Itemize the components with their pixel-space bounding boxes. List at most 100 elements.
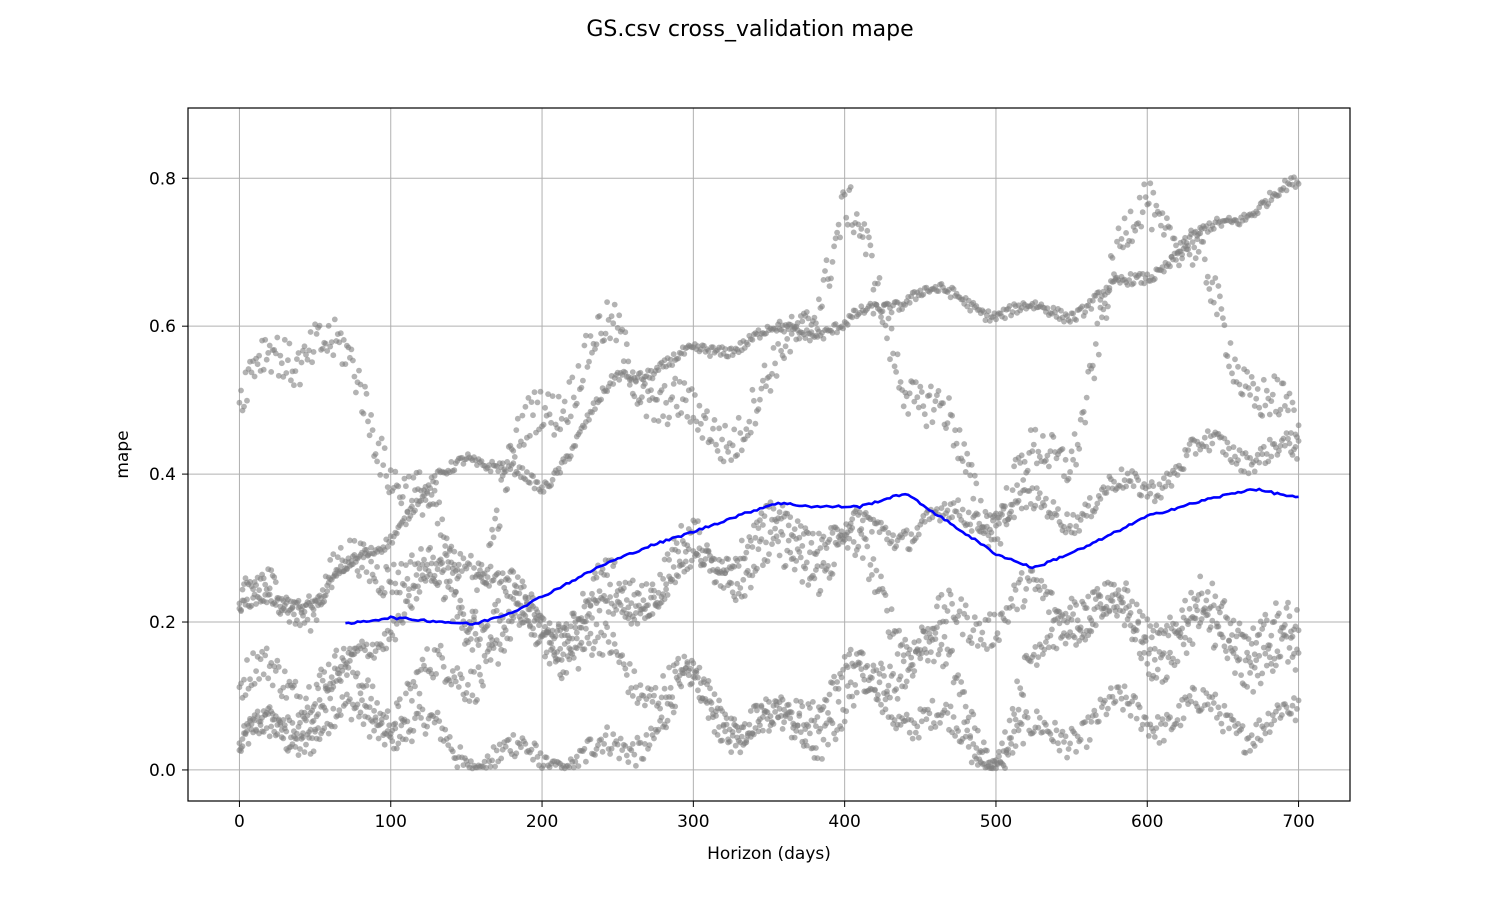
scatter-point: [1135, 477, 1142, 483]
scatter-point: [946, 395, 952, 401]
scatter-point: [1162, 721, 1169, 728]
scatter-point: [639, 582, 645, 589]
scatter-point: [1073, 317, 1079, 323]
scatter-point: [840, 325, 846, 332]
scatter-point: [784, 336, 791, 342]
scatter-point: [1008, 740, 1014, 747]
scatter-point: [767, 713, 774, 720]
scatter-point: [1171, 235, 1178, 242]
scatter-point: [1043, 721, 1049, 728]
scatter-point: [701, 561, 707, 568]
scatter-point: [1192, 255, 1199, 262]
scatter-point: [797, 554, 804, 561]
scatter-point: [389, 539, 396, 546]
scatter-point: [906, 646, 913, 653]
scatter-point: [1139, 721, 1146, 728]
scatter-point: [623, 752, 630, 759]
scatter-point: [1032, 426, 1039, 433]
scatter-point: [363, 390, 370, 397]
scatter-point: [292, 678, 299, 685]
scatter-point: [359, 564, 365, 571]
scatter-point: [490, 645, 497, 651]
scatter-point: [849, 693, 856, 700]
scatter-point: [894, 651, 901, 657]
scatter-point: [775, 341, 781, 347]
scatter-point: [875, 280, 881, 287]
scatter-point: [403, 736, 409, 743]
scatter-point: [678, 522, 685, 529]
scatter-point: [596, 588, 603, 594]
scatter-point: [424, 646, 430, 652]
scatter-point: [1153, 202, 1160, 209]
scatter-point: [651, 587, 657, 594]
scatter-point: [386, 722, 393, 729]
scatter-point: [1256, 652, 1263, 659]
scatter-point: [949, 647, 955, 654]
scatter-point: [301, 343, 308, 350]
scatter-point: [1130, 280, 1137, 287]
scatter-point: [622, 579, 629, 586]
scatter-point: [797, 729, 804, 735]
scatter-point: [1047, 632, 1054, 639]
scatter-point: [1050, 738, 1057, 745]
scatter-point: [938, 641, 945, 648]
scatter-point: [773, 533, 780, 540]
scatter-point: [1121, 683, 1128, 690]
scatter-point: [1239, 391, 1246, 398]
scatter-point: [1159, 651, 1166, 658]
x-tick-label: 300: [677, 812, 709, 832]
scatter-point: [1118, 594, 1125, 601]
scatter-point: [1109, 693, 1116, 700]
scatter-point: [241, 676, 247, 683]
scatter-point: [931, 406, 937, 413]
scatter-point: [719, 436, 725, 443]
scatter-point: [859, 672, 866, 679]
scatter-point: [468, 636, 474, 642]
scatter-point: [985, 617, 992, 623]
scatter-point: [1182, 634, 1188, 641]
scatter-point: [813, 745, 819, 751]
scatter-point: [670, 351, 677, 358]
scatter-point: [534, 399, 541, 406]
scatter-point: [366, 734, 373, 740]
scatter-point: [616, 659, 623, 666]
scatter-point: [918, 389, 925, 395]
scatter-point: [374, 564, 380, 570]
scatter-point: [434, 566, 441, 573]
scatter-point: [781, 706, 787, 713]
scatter-point: [440, 663, 447, 670]
scatter-point: [971, 614, 978, 621]
scatter-point: [363, 641, 370, 648]
scatter-point: [929, 697, 936, 704]
scatter-point: [796, 549, 803, 555]
scatter-point: [489, 757, 495, 764]
scatter-point: [935, 651, 942, 658]
scatter-point: [257, 656, 264, 663]
scatter-point: [396, 696, 403, 702]
scatter-point: [1009, 750, 1016, 756]
scatter-point: [583, 618, 589, 625]
chart-title: GS.csv cross_validation mape: [586, 17, 913, 42]
scatter-point: [878, 701, 884, 708]
scatter-point: [713, 712, 719, 719]
scatter-point: [460, 762, 467, 768]
scatter-point: [657, 705, 663, 712]
scatter-point: [760, 522, 766, 528]
scatter-point: [1266, 729, 1273, 735]
scatter-point: [1086, 495, 1093, 501]
scatter-point: [260, 575, 267, 582]
scatter-point: [1217, 293, 1223, 300]
scatter-point: [1033, 708, 1040, 715]
scatter-point: [649, 698, 656, 705]
scatter-point: [1068, 616, 1075, 623]
scatter-point: [1120, 599, 1126, 606]
scatter-point: [247, 715, 253, 722]
scatter-point: [496, 523, 503, 530]
scatter-point: [381, 589, 388, 596]
scatter-point: [1148, 226, 1155, 233]
scatter-point: [1115, 684, 1122, 690]
scatter-point: [633, 762, 639, 769]
scatter-point: [970, 495, 977, 502]
scatter-point: [337, 330, 344, 337]
scatter-point: [858, 666, 865, 672]
